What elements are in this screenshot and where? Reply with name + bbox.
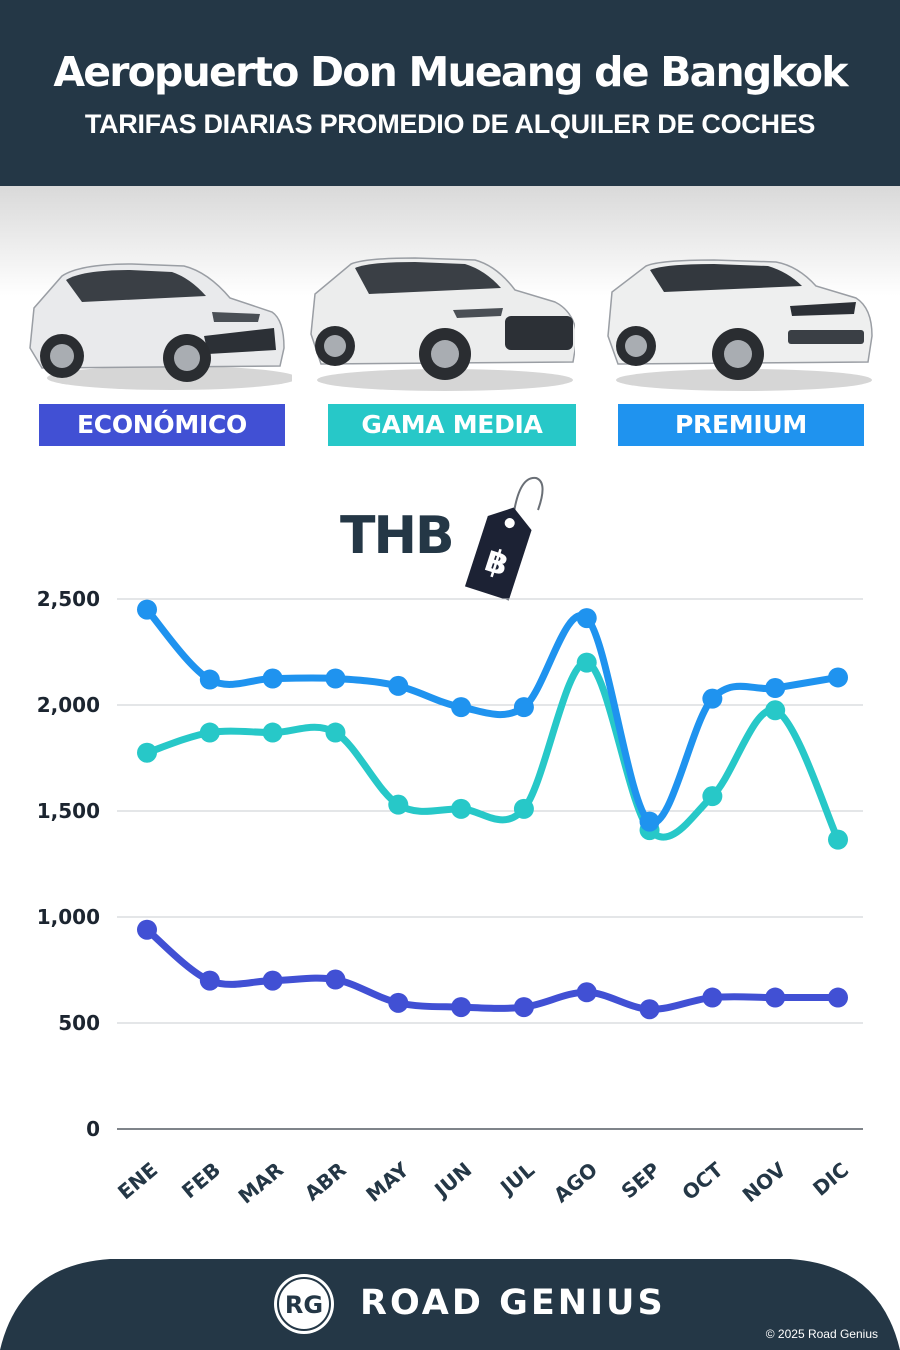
brand-name: ROAD GENIUS <box>360 1283 666 1323</box>
data-point <box>765 700 786 721</box>
data-point <box>199 970 220 991</box>
data-point <box>513 997 534 1018</box>
copyright-text: © 2025 Road Genius <box>765 1327 878 1341</box>
data-point <box>451 798 472 819</box>
y-tick-label: 0 <box>86 1117 100 1141</box>
data-point <box>576 652 597 673</box>
y-tick-label: 2,000 <box>37 693 100 717</box>
y-tick-label: 500 <box>58 1011 100 1035</box>
data-point <box>702 688 723 709</box>
data-point <box>702 786 723 807</box>
data-point <box>262 970 283 991</box>
y-tick-label: 1,500 <box>37 799 100 823</box>
data-point <box>702 987 723 1008</box>
data-point <box>513 798 534 819</box>
data-point <box>765 678 786 699</box>
hatchback-car <box>29 263 292 390</box>
x-tick-label: ABR <box>300 1157 351 1205</box>
category-badge-premium: PREMIUM <box>618 404 864 446</box>
road-genius-logo: RG <box>274 1274 334 1334</box>
x-tick-label: SEP <box>617 1157 665 1203</box>
data-point <box>828 829 848 850</box>
page-title: Aeropuerto Don Mueang de Bangkok <box>53 48 848 96</box>
series-line-0 <box>143 926 842 1013</box>
header-banner: Aeropuerto Don Mueang de Bangkok TARIFAS… <box>0 0 900 186</box>
series-line-2 <box>143 606 842 827</box>
x-tick-label: OCT <box>677 1157 727 1205</box>
data-point <box>137 919 157 940</box>
data-point <box>325 668 346 689</box>
x-tick-label: MAY <box>361 1157 414 1207</box>
data-point <box>199 722 220 743</box>
data-point <box>137 742 157 763</box>
category-badge-economico: ECONÓMICO <box>39 404 285 446</box>
series-line-1 <box>143 659 842 844</box>
x-tick-label: FEB <box>177 1157 225 1203</box>
footer-banner <box>0 1259 900 1350</box>
data-point <box>262 722 283 743</box>
x-tick-label: MAR <box>234 1157 288 1208</box>
data-point <box>199 669 220 690</box>
data-point <box>388 794 409 815</box>
data-point <box>388 675 409 696</box>
data-point <box>325 969 346 990</box>
category-badge-gama-media: GAMA MEDIA <box>328 404 576 446</box>
luxury-suv-car <box>607 259 873 391</box>
data-point <box>451 697 472 718</box>
page-subtitle: TARIFAS DIARIAS PROMEDIO DE ALQUILER DE … <box>84 109 816 139</box>
data-point <box>639 999 660 1020</box>
data-point <box>451 997 472 1018</box>
data-point <box>137 599 157 620</box>
data-point <box>325 722 346 743</box>
data-point <box>388 992 409 1013</box>
y-tick-label: 1,000 <box>37 905 100 929</box>
suv-car <box>310 257 575 391</box>
x-tick-label: DIC <box>808 1157 853 1200</box>
data-point <box>513 697 534 718</box>
data-point <box>828 987 848 1008</box>
data-point <box>639 811 660 832</box>
data-point <box>576 608 597 629</box>
x-tick-label: AGO <box>549 1157 602 1207</box>
x-tick-label: ENE <box>113 1157 162 1204</box>
data-point <box>262 668 283 689</box>
currency-label: THB <box>340 506 455 566</box>
x-tick-label: NOV <box>738 1157 791 1207</box>
x-tick-label: JUL <box>494 1157 539 1200</box>
data-point <box>765 987 786 1008</box>
data-point <box>828 667 848 688</box>
logo-text: RG <box>285 1291 323 1319</box>
x-tick-label: JUN <box>428 1157 476 1203</box>
price-tag-icon: ฿ <box>464 476 544 601</box>
data-point <box>576 982 597 1003</box>
line-chart: 0 500 1,000 1,500 2,000 2,500 ENE FEB MAR ABR MAY… <box>37 587 863 1208</box>
y-tick-label: 2,500 <box>37 587 100 611</box>
